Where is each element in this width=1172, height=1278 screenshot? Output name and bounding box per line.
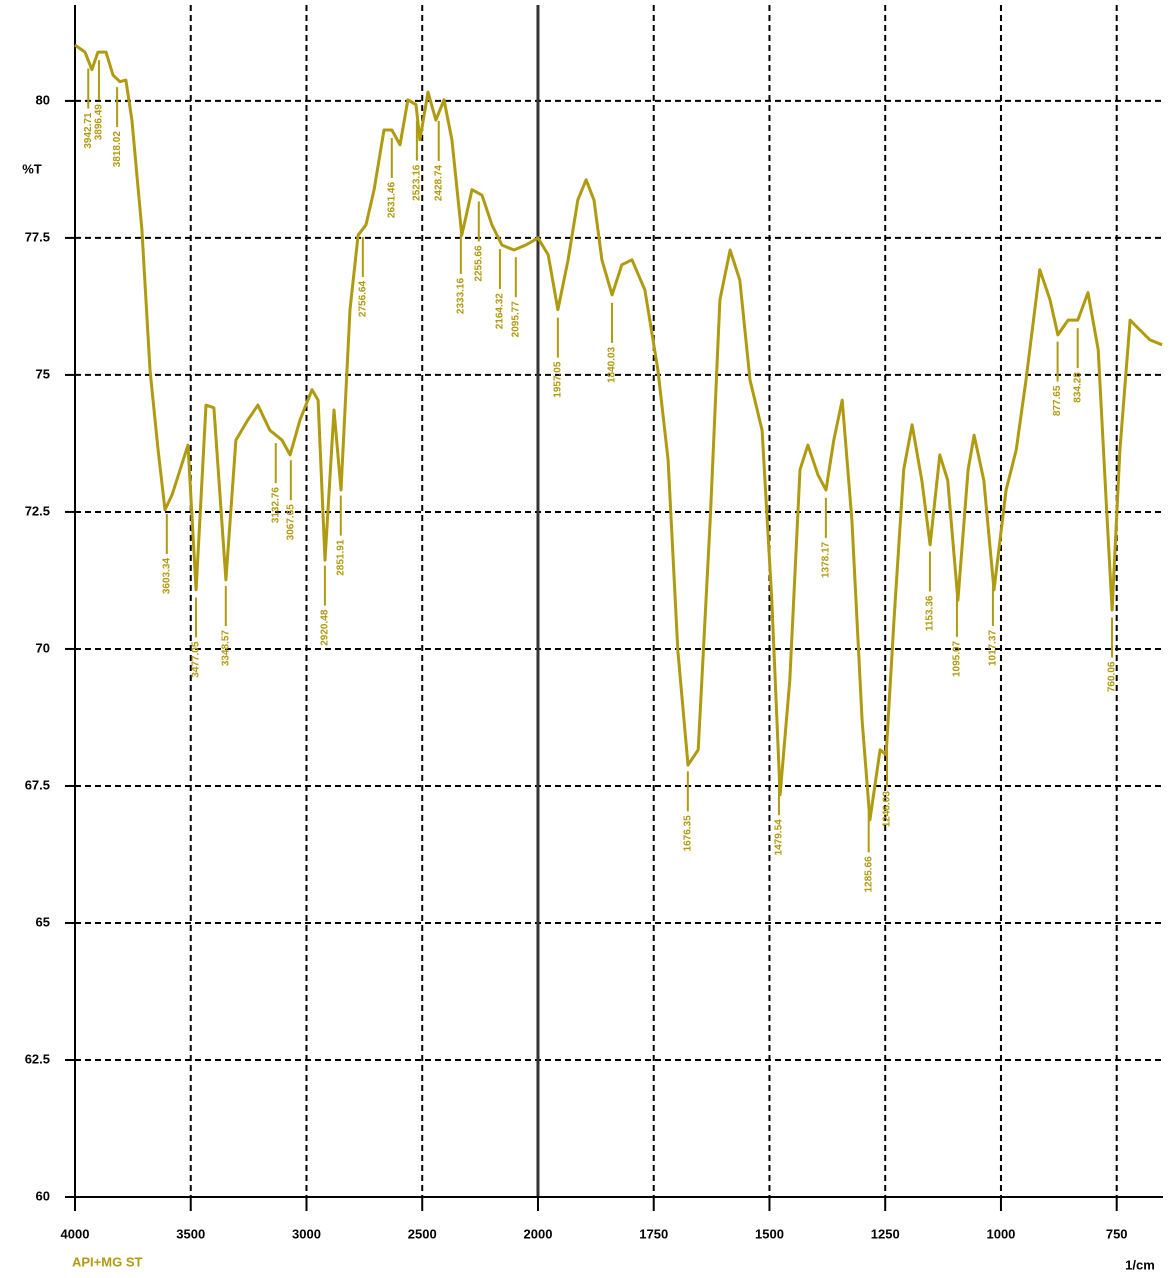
peak-label: 2756.64 (357, 281, 368, 318)
peak-label: 2333.16 (455, 278, 466, 315)
x-tick-label: 3000 (292, 1226, 321, 1241)
y-axis-label: %T (22, 161, 42, 176)
y-tick-label: 80 (36, 92, 50, 107)
peak-label: 834.28 (1072, 372, 1083, 403)
peak-label: 2255.66 (473, 245, 484, 282)
x-axis-label: 1/cm (1125, 1257, 1155, 1272)
peak-label: 3942.71 (83, 112, 94, 149)
y-tick-label: 65 (36, 914, 50, 929)
y-tick-label: 62.5 (25, 1051, 50, 1066)
peak-label: 760.06 (1107, 661, 1118, 692)
peak-label: 1479.54 (774, 819, 785, 856)
x-tick-label: 2000 (524, 1226, 553, 1241)
peak-label: 2920.48 (320, 609, 331, 646)
peak-label: 3896.49 (94, 104, 105, 141)
peak-label: 3067.65 (285, 504, 296, 541)
y-tick-label: 72.5 (25, 503, 50, 518)
peak-label: 1840.03 (607, 346, 618, 383)
peak-label: 1153.36 (925, 595, 936, 631)
peak-label: 3818.02 (112, 131, 123, 168)
peak-label: 3348.57 (220, 630, 231, 667)
y-tick-label: 75 (36, 366, 50, 381)
peak-label: 1095.07 (952, 640, 963, 677)
spectrum-line (74, 43, 1163, 822)
y-tick-label: 67.5 (25, 777, 50, 792)
y-tick-label: 70 (36, 640, 50, 655)
x-tick-label: 1750 (639, 1226, 668, 1241)
peak-label: 2095.77 (510, 301, 521, 338)
peak-label: 2851.91 (335, 539, 346, 576)
x-tick-label: 1000 (986, 1226, 1015, 1241)
peak-label: 2428.74 (433, 165, 444, 202)
peak-label: 2631.46 (386, 182, 397, 219)
x-tick-label: 1500 (755, 1226, 784, 1241)
y-tick-label: 60 (36, 1188, 50, 1203)
x-tick-label: 3500 (176, 1226, 205, 1241)
caption: API+MG ST (72, 1254, 142, 1269)
peak-label: 877.65 (1052, 385, 1063, 416)
peak-label: 2164.32 (495, 293, 506, 330)
y-tick-label: 77.5 (25, 229, 50, 244)
peak-label: 3132.76 (270, 487, 281, 524)
peak-label: 1957.05 (553, 361, 564, 398)
x-tick-label: 750 (1106, 1226, 1128, 1241)
peak-label: 1676.35 (682, 815, 693, 852)
peak-label: 3477.05 (191, 641, 202, 678)
peak-label: 2523.16 (412, 164, 423, 201)
peak-label: 1285.66 (863, 856, 874, 893)
x-tick-label: 1250 (871, 1226, 900, 1241)
peak-label: 1017.37 (988, 630, 999, 667)
peak-label: 1246.03 (882, 791, 893, 828)
peak-label: 1378.17 (821, 541, 832, 578)
peak-label: 3603.34 (161, 558, 172, 595)
x-tick-label: 4000 (61, 1226, 90, 1241)
x-tick-label: 2500 (408, 1226, 437, 1241)
